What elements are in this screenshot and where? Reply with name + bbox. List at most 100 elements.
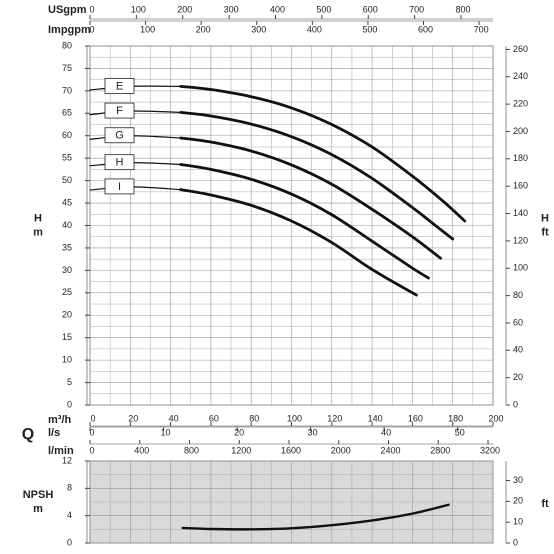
y2-tick-label: 140 bbox=[513, 208, 528, 218]
curve-label: G bbox=[115, 130, 124, 142]
y-tick-label: 40 bbox=[62, 220, 72, 230]
x-tick-label: 700 bbox=[409, 4, 424, 14]
y-tick-label: 35 bbox=[62, 242, 72, 252]
y2-tick-label: 20 bbox=[513, 496, 523, 506]
y-axis-label: H bbox=[34, 212, 42, 224]
y-tick-label: 25 bbox=[62, 287, 72, 297]
y-tick-label: 4 bbox=[67, 510, 72, 520]
curve bbox=[179, 136, 443, 260]
y2-tick-label: 100 bbox=[513, 263, 528, 273]
y-tick-label: 60 bbox=[62, 130, 72, 140]
x-tick-label: 200 bbox=[488, 413, 503, 423]
y-tick-label: 80 bbox=[62, 40, 72, 50]
y-axis-label: NPSH bbox=[23, 489, 54, 501]
x-tick-label: 40 bbox=[169, 413, 179, 423]
curve-label-box bbox=[104, 178, 135, 195]
y2-axis-label: ft bbox=[541, 226, 549, 238]
x-tick-label: 60 bbox=[209, 413, 219, 423]
x-tick-label: 140 bbox=[368, 413, 383, 423]
x-tick-label: 400 bbox=[307, 24, 322, 34]
y-tick-label: 0 bbox=[67, 399, 72, 409]
x-tick-label: 0 bbox=[89, 427, 94, 437]
x-tick-label: 3200 bbox=[480, 445, 500, 455]
x-tick-label: 40 bbox=[381, 427, 391, 437]
x-tick-label: 2800 bbox=[430, 445, 450, 455]
x-tick-label: 700 bbox=[474, 24, 489, 34]
y-tick-label: 30 bbox=[62, 265, 72, 275]
y-tick-label: 65 bbox=[62, 108, 72, 118]
curve bbox=[179, 163, 430, 280]
y-tick-label: 55 bbox=[62, 153, 72, 163]
y2-tick-label: 260 bbox=[513, 44, 528, 54]
x-tick-label: 100 bbox=[140, 24, 155, 34]
x-axis-label: m³/h bbox=[48, 414, 72, 426]
x-tick-label: 80 bbox=[249, 413, 259, 423]
curve bbox=[179, 188, 418, 297]
y2-tick-label: 80 bbox=[513, 290, 523, 300]
x-tick-label: 300 bbox=[224, 4, 239, 14]
x-tick-label: 400 bbox=[270, 4, 285, 14]
y2-tick-label: 0 bbox=[513, 399, 518, 409]
y2-tick-label: 60 bbox=[513, 317, 523, 327]
y-tick-label: 8 bbox=[67, 483, 72, 493]
curve-label-box bbox=[104, 102, 135, 119]
x-tick-label: 50 bbox=[455, 427, 465, 437]
y2-tick-label: 40 bbox=[513, 345, 523, 355]
x-tick-label: 100 bbox=[131, 4, 146, 14]
x-tick-label: 2400 bbox=[381, 445, 401, 455]
y-tick-label: 45 bbox=[62, 197, 72, 207]
curve-label: F bbox=[116, 105, 123, 117]
y-tick-label: 15 bbox=[62, 332, 72, 342]
curve-label: E bbox=[116, 80, 123, 92]
x-tick-label: 1200 bbox=[231, 445, 251, 455]
x-tick-label: 100 bbox=[287, 413, 302, 423]
y-tick-label: 70 bbox=[62, 85, 72, 95]
x-tick-label: 500 bbox=[316, 4, 331, 14]
y2-axis-label: ft bbox=[541, 498, 549, 510]
x-tick-label: 180 bbox=[448, 413, 463, 423]
y-axis-label: m bbox=[33, 503, 43, 515]
x-tick-label: 300 bbox=[251, 24, 266, 34]
y2-tick-label: 10 bbox=[513, 517, 523, 527]
y2-tick-label: 200 bbox=[513, 126, 528, 136]
x-tick-label: 400 bbox=[134, 445, 149, 455]
y-tick-label: 0 bbox=[67, 537, 72, 547]
y-tick-label: 10 bbox=[62, 355, 72, 365]
x-tick-label: 120 bbox=[327, 413, 342, 423]
y-tick-label: 12 bbox=[62, 455, 72, 465]
npsh-curve bbox=[181, 503, 450, 531]
y-axis-label: m bbox=[33, 226, 43, 238]
x-tick-label: 200 bbox=[196, 24, 211, 34]
x-tick-label: 800 bbox=[184, 445, 199, 455]
x-tick-label: 600 bbox=[363, 4, 378, 14]
x-tick-label: 2000 bbox=[331, 445, 351, 455]
x-tick-label: 500 bbox=[362, 24, 377, 34]
y2-axis-label: H bbox=[541, 212, 549, 224]
curve bbox=[179, 84, 467, 223]
x-axis-label: l/min bbox=[48, 445, 74, 457]
y2-tick-label: 20 bbox=[513, 372, 523, 382]
curve-label-box bbox=[104, 77, 135, 94]
x-axis-label: Impgpm bbox=[48, 24, 91, 36]
x-tick-label: 200 bbox=[177, 4, 192, 14]
x-tick-label: 10 bbox=[161, 427, 171, 437]
curve-label-box bbox=[104, 127, 135, 144]
curve-label-box bbox=[104, 154, 135, 171]
x-tick-label: 1600 bbox=[281, 445, 301, 455]
q-label: Q bbox=[22, 426, 34, 443]
y-tick-label: 20 bbox=[62, 310, 72, 320]
y2-tick-label: 30 bbox=[513, 475, 523, 485]
y-tick-label: 50 bbox=[62, 175, 72, 185]
y2-tick-label: 240 bbox=[513, 71, 528, 81]
x-tick-label: 0 bbox=[89, 24, 94, 34]
x-axis-label: l/s bbox=[48, 427, 60, 439]
y2-tick-label: 120 bbox=[513, 235, 528, 245]
y2-tick-label: 180 bbox=[513, 153, 528, 163]
y2-tick-label: 220 bbox=[513, 98, 528, 108]
y2-tick-label: 160 bbox=[513, 181, 528, 191]
curve bbox=[179, 111, 455, 241]
curve-label: I bbox=[118, 181, 121, 193]
x-tick-label: 30 bbox=[308, 427, 318, 437]
curve-label: H bbox=[116, 157, 124, 169]
